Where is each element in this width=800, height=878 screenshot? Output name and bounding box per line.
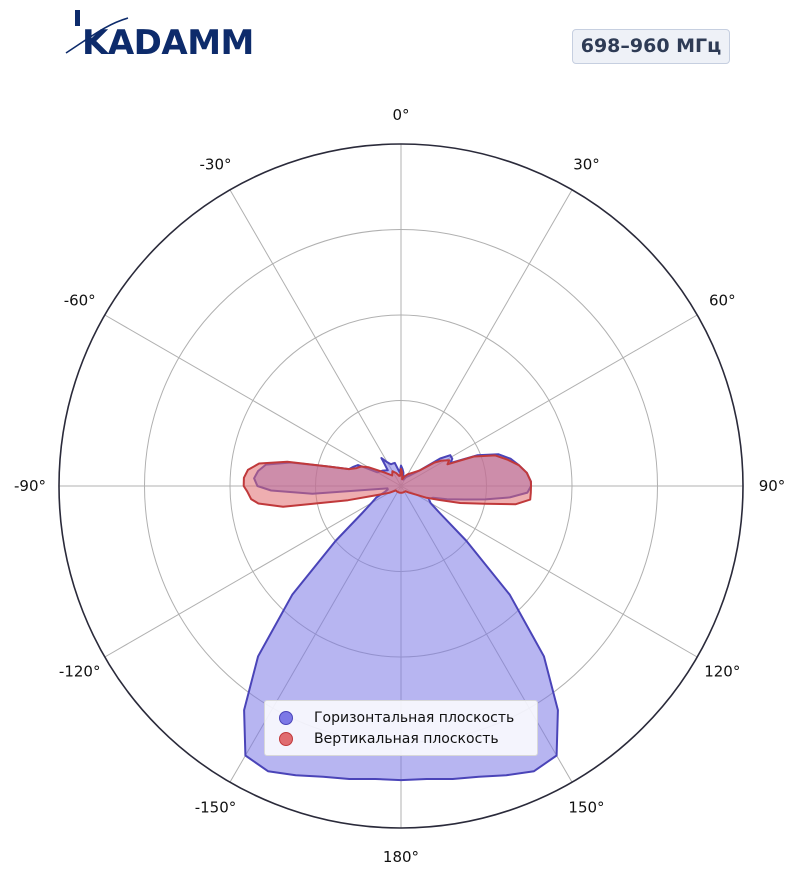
angle-labels: 0° 30° 60° 90° 120° 150° 180° -150° -120° -90° -60… [14,106,785,866]
chart-legend: Горизонтальная плоскость Вертикальная пл… [264,700,538,756]
legend-label-vertical: Вертикальная плоскость [314,731,499,747]
angle-label-90: 90° [759,477,786,495]
angle-label-0: 0° [392,106,409,124]
legend-item-vertical: Вертикальная плоскость [279,729,499,749]
grid-spoke-240 [104,485,402,658]
angle-label-minus-150: -150° [195,798,237,816]
angle-label-minus-90: -90° [14,477,46,495]
logo-swoosh-icon [65,17,129,54]
logo-k-flag-icon [75,10,80,26]
angle-label-minus-60: -60° [64,292,96,310]
legend-marker-vertical [279,732,293,746]
angle-label-180: 180° [383,848,419,866]
logo-text: KADAMM [82,23,254,60]
angle-label-150: 150° [568,798,604,816]
legend-item-horizontal: Горизонтальная плоскость [279,708,514,728]
polar-frame [58,143,744,829]
series-vertical-pattern [242,454,532,508]
angle-label-120: 120° [704,663,740,681]
angle-label-minus-30: -30° [200,156,232,174]
polar-series [242,453,559,782]
legend-marker-horizontal [279,711,293,725]
grid-spoke-330 [229,189,402,487]
angle-label-minus-120: -120° [59,663,101,681]
grid-spoke-300 [104,314,402,487]
angle-label-30: 30° [573,156,600,174]
angle-label-60: 60° [709,292,736,310]
grid-spoke-120 [400,485,698,658]
grid-spoke-30 [400,189,573,487]
brand-logo: KADAMM [65,10,254,60]
legend-label-horizontal: Горизонтальная плоскость [314,710,515,726]
frequency-badge: 698–960 МГц [572,29,730,64]
